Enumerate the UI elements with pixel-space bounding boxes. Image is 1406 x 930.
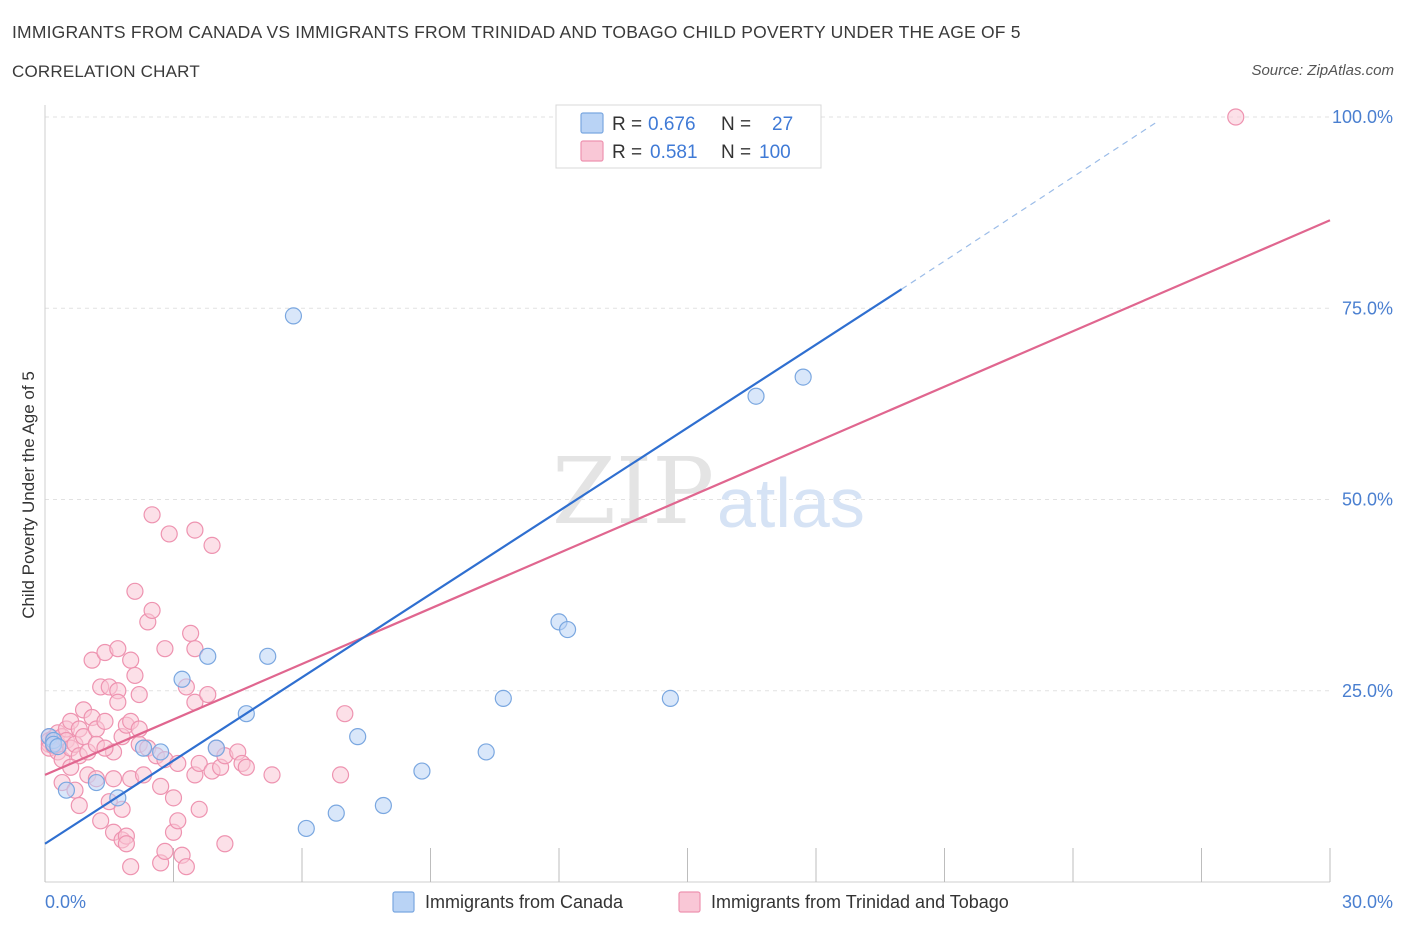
stats-r-value-trinidad: 0.581: [650, 142, 698, 163]
trinidad-point: [122, 858, 140, 876]
canada-point: [661, 689, 679, 708]
trend-line-canada: [44, 288, 903, 845]
canada-point: [207, 739, 225, 757]
canada-point: [558, 620, 577, 639]
legend-label-trinidad: Immigrants from Trinidad and Tobago: [711, 892, 1009, 912]
stats-swatch-canada: [580, 112, 604, 134]
trinidad-point: [237, 758, 255, 776]
canada-point: [199, 647, 217, 665]
trinidad-point: [336, 705, 354, 723]
canada-point: [413, 762, 431, 780]
canada-point: [494, 689, 512, 708]
trinidad-point: [126, 666, 144, 685]
x-tick-label: 30.0%: [1342, 892, 1393, 912]
legend-swatch-trinidad: [678, 891, 701, 913]
canada-point: [794, 368, 812, 386]
trinidad-point: [199, 685, 217, 704]
trinidad-point: [143, 601, 161, 620]
legend-label-canada: Immigrants from Canada: [425, 892, 624, 912]
trinidad-point: [156, 842, 174, 861]
trinidad-point: [109, 640, 127, 658]
trinidad-point: [92, 812, 110, 830]
stats-n-label-trinidad: N =: [721, 142, 751, 163]
stats-n-value-canada: 27: [772, 114, 793, 135]
trinidad-point: [177, 858, 195, 876]
trinidad-point: [164, 789, 183, 807]
trend-line-canada-extension: [901, 120, 1159, 290]
trinidad-point: [186, 640, 204, 658]
trinidad-point: [190, 754, 208, 773]
y-tick-label: 50.0%: [1342, 490, 1393, 510]
y-axis-label: Child Poverty Under the Age of 5: [19, 371, 38, 619]
trinidad-point: [96, 712, 114, 730]
trinidad-point: [130, 685, 148, 704]
trinidad-point: [1227, 108, 1245, 126]
trinidad-point: [70, 796, 88, 815]
trinidad-point: [331, 766, 350, 784]
stats-swatch-trinidad: [580, 140, 604, 162]
legend-swatch-canada: [392, 891, 415, 913]
trinidad-point: [109, 693, 127, 711]
stats-r-label-trinidad: R =: [612, 142, 642, 163]
stats-r-value-canada: 0.676: [648, 114, 696, 135]
trend-lines: [44, 120, 1331, 845]
chart-title: IMMIGRANTS FROM CANADA VS IMMIGRANTS FRO…: [12, 22, 1021, 42]
trend-line-trinidad: [44, 219, 1331, 776]
trinidad-point: [190, 800, 208, 818]
canada-point: [327, 804, 345, 822]
canada-point: [57, 781, 76, 799]
canada-point: [173, 670, 191, 688]
tick-labels: 25.0% 50.0% 75.0% 100.0% 0.0% 30.0%: [45, 107, 1393, 912]
canada-point: [87, 773, 106, 792]
legend: Immigrants from Canada Immigrants from T…: [392, 891, 1009, 913]
x-tick-label: 0.0%: [45, 892, 86, 912]
trinidad-point: [169, 812, 187, 830]
canada-point: [284, 307, 303, 325]
trinidad-point: [117, 835, 135, 853]
trinidad-point: [156, 640, 174, 658]
canada-point: [49, 737, 67, 756]
y-tick-label: 100.0%: [1332, 107, 1393, 127]
axes: [44, 105, 1331, 883]
stats-n-value-trinidad: 100: [759, 142, 791, 163]
series-canada-points: [40, 307, 812, 838]
y-tick-label: 75.0%: [1342, 298, 1393, 318]
trinidad-point: [143, 506, 161, 524]
trinidad-point: [83, 651, 101, 669]
trinidad-point: [203, 536, 221, 555]
grid-lines: [45, 116, 1330, 692]
canada-point: [259, 647, 277, 665]
stats-r-label-canada: R =: [612, 114, 642, 135]
canada-point: [374, 796, 392, 815]
canada-point: [477, 743, 495, 761]
watermark-zip: ZIP: [552, 438, 714, 545]
canada-point: [349, 728, 367, 746]
canada-point: [134, 739, 153, 757]
canada-point: [297, 819, 315, 838]
stats-n-label-canada: N =: [721, 114, 751, 135]
y-tick-label: 25.0%: [1342, 681, 1393, 701]
chart-subtitle: CORRELATION CHART: [12, 62, 200, 81]
canada-point: [747, 387, 765, 405]
stats-box: R = 0.676 N = 27 R = 0.581 N = 100: [555, 104, 822, 169]
trinidad-point: [263, 766, 281, 784]
trinidad-point: [160, 525, 178, 543]
trinidad-point: [104, 770, 123, 788]
trinidad-point: [126, 582, 144, 600]
source-label: Source: ZipAtlas.com: [1251, 62, 1394, 79]
trinidad-point: [216, 835, 234, 853]
canada-point: [152, 743, 170, 761]
watermark-atlas: atlas: [717, 464, 865, 542]
trinidad-point: [186, 521, 204, 539]
trinidad-point: [152, 777, 170, 795]
trinidad-point: [122, 651, 140, 669]
trinidad-point: [182, 624, 200, 642]
